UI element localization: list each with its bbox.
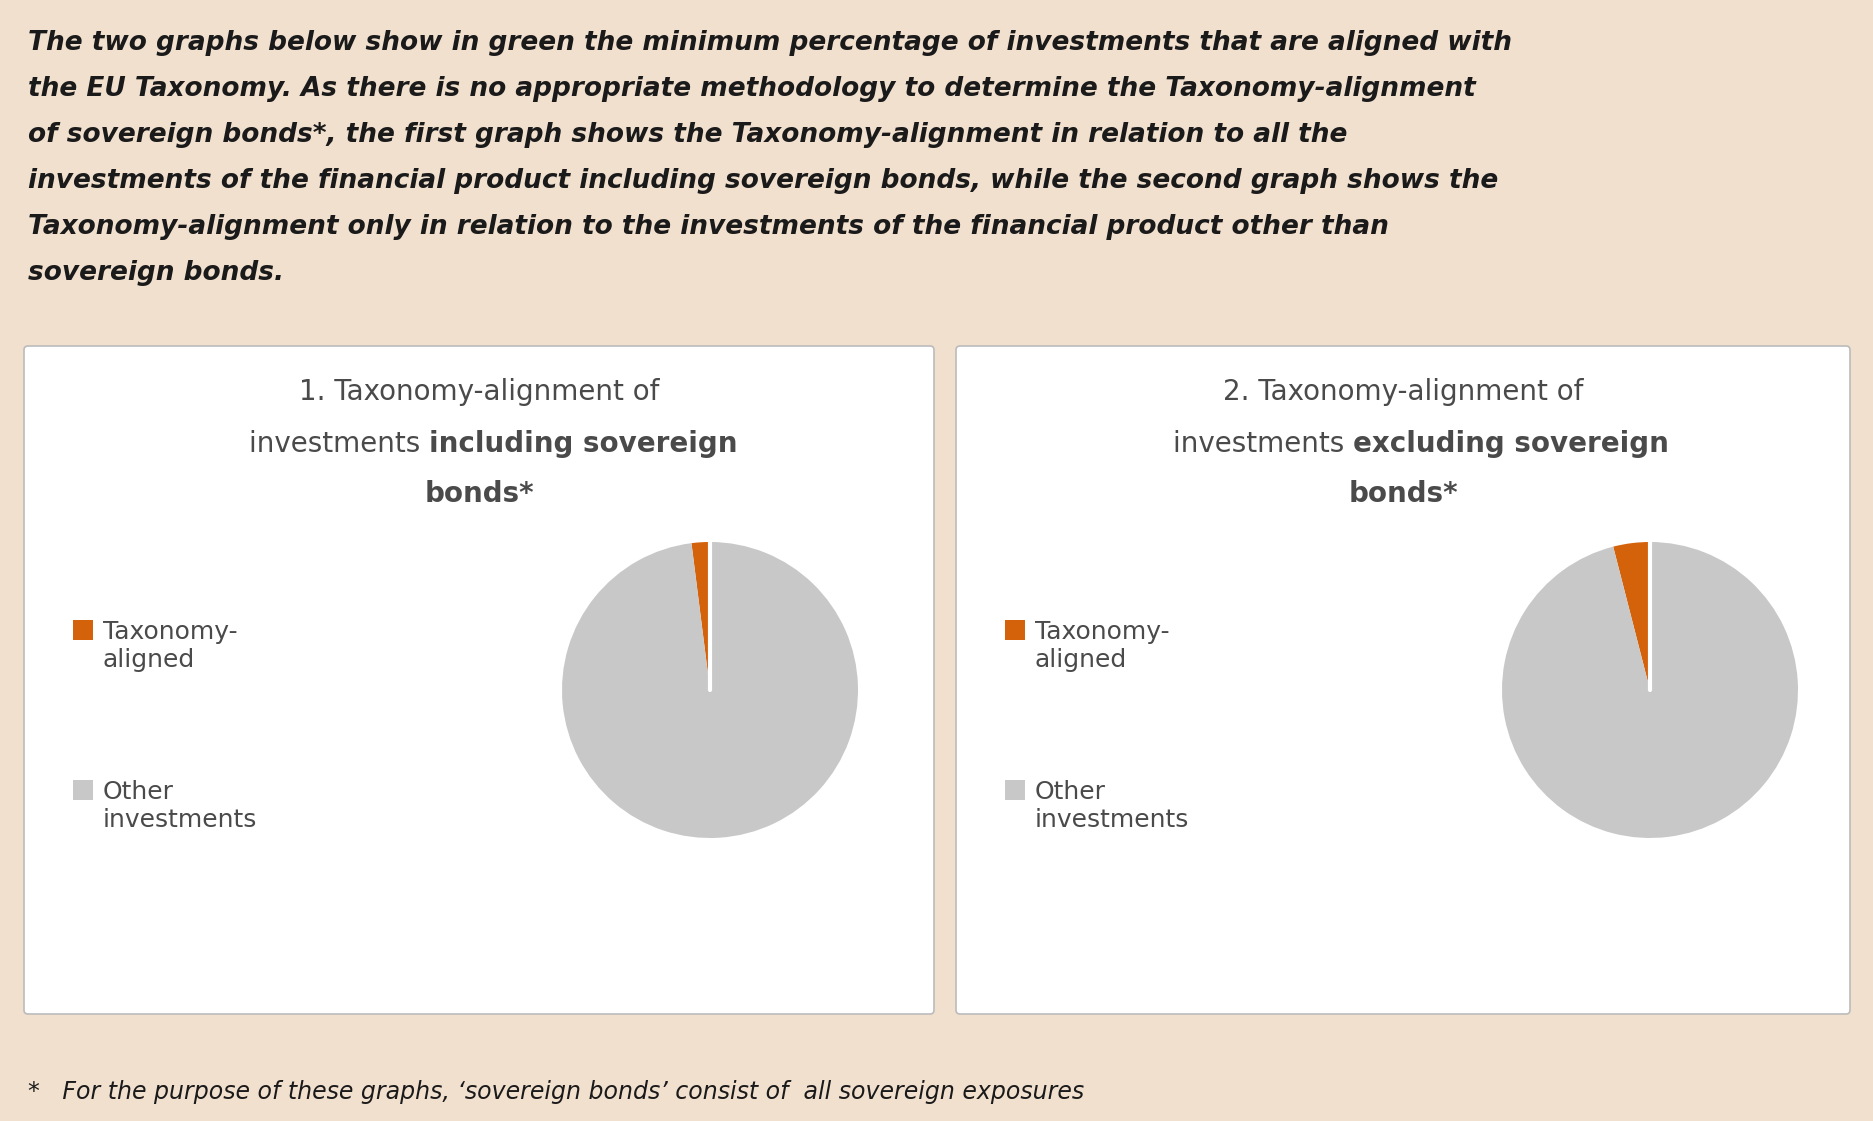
Text: Taxonomy-alignment only in relation to the investments of the financial product : Taxonomy-alignment only in relation to t… [28,214,1388,240]
Text: Other: Other [1034,780,1105,804]
Text: Taxonomy-: Taxonomy- [103,620,238,643]
Text: investments: investments [1172,430,1352,458]
Text: investments: investments [249,430,429,458]
Text: The two graphs below show in green the minimum percentage of investments that ar: The two graphs below show in green the m… [28,30,1512,56]
Text: investments: investments [103,808,257,832]
Text: 1. Taxonomy-alignment of: 1. Taxonomy-alignment of [298,378,659,406]
Text: aligned: aligned [103,648,195,671]
Text: investments of the financial product including sovereign bonds, while the second: investments of the financial product inc… [28,168,1497,194]
FancyBboxPatch shape [24,346,933,1015]
Wedge shape [1500,541,1796,839]
Text: bonds*: bonds* [423,480,534,508]
Text: Taxonomy-: Taxonomy- [1034,620,1169,643]
Wedge shape [691,541,710,691]
Bar [73,620,94,640]
Text: Other: Other [103,780,174,804]
Text: bonds*: bonds* [1347,480,1457,508]
Text: *   For the purpose of these graphs, ‘sovereign bonds’ consist of  all sovereign: * For the purpose of these graphs, ‘sove… [28,1080,1084,1104]
Bar [1004,780,1025,800]
Text: sovereign bonds.: sovereign bonds. [28,260,285,286]
Text: the EU Taxonomy. As there is no appropriate methodology to determine the Taxonom: the EU Taxonomy. As there is no appropri… [28,76,1474,102]
Wedge shape [562,541,858,839]
Bar [1004,620,1025,640]
Text: including sovereign: including sovereign [429,430,738,458]
Text: investments: investments [1034,808,1189,832]
Text: of sovereign bonds*, the first graph shows the Taxonomy-alignment in relation to: of sovereign bonds*, the first graph sho… [28,122,1347,148]
FancyBboxPatch shape [955,346,1849,1015]
Text: aligned: aligned [1034,648,1128,671]
Text: 2. Taxonomy-alignment of: 2. Taxonomy-alignment of [1223,378,1583,406]
Bar [73,780,94,800]
Text: excluding sovereign: excluding sovereign [1352,430,1669,458]
Wedge shape [1613,541,1648,691]
